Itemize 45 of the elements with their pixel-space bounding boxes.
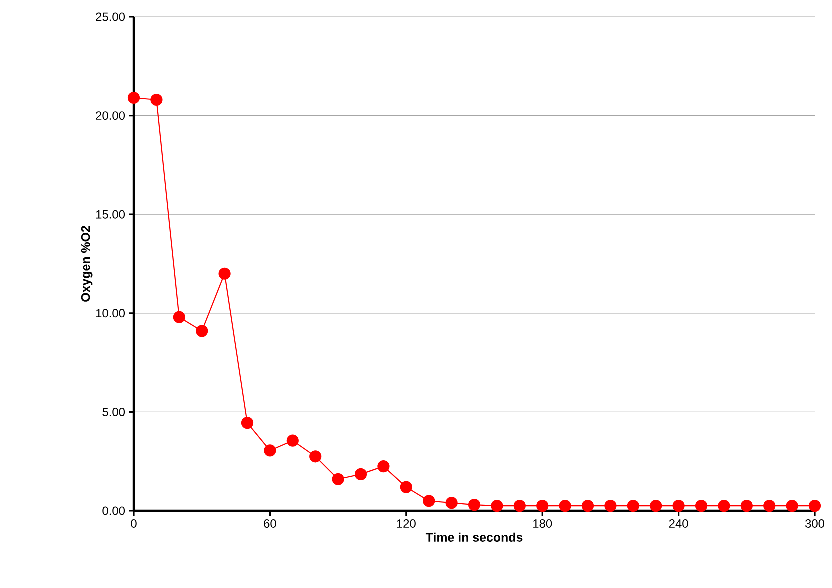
point	[582, 500, 594, 512]
point	[604, 500, 617, 512]
point	[400, 481, 412, 494]
point	[378, 460, 390, 473]
point	[241, 417, 254, 430]
point	[695, 500, 708, 512]
point	[354, 468, 368, 480]
point	[514, 500, 526, 512]
y-tick-label: 0.00	[102, 506, 126, 516]
x-tick-label: 240	[669, 520, 688, 528]
point	[672, 500, 685, 512]
point	[650, 500, 662, 512]
y-tick-label: 5.00	[102, 408, 126, 416]
x-axis-title: Time in seconds	[426, 532, 523, 542]
point	[310, 450, 322, 463]
y-tick-label: 15.00	[96, 210, 126, 219]
y-axis-title: Oxygen %O2	[81, 226, 93, 302]
point	[786, 500, 798, 512]
point	[423, 495, 436, 508]
point	[264, 444, 276, 457]
point	[764, 500, 776, 512]
x-tick-label: 60	[264, 520, 276, 528]
x-tick-label: 120	[397, 520, 416, 528]
point	[286, 434, 299, 447]
point	[218, 268, 231, 280]
point	[536, 500, 549, 512]
point	[196, 325, 208, 338]
point	[559, 500, 572, 512]
point	[128, 92, 140, 104]
y-tick-label: 25.00	[96, 12, 126, 22]
point	[332, 473, 344, 486]
point	[627, 500, 640, 512]
x-tick-label: 0	[131, 520, 137, 528]
y-tick-label: 10.00	[96, 309, 126, 318]
point	[491, 500, 504, 512]
y-tick-label: 20.00	[96, 112, 126, 120]
x-tick-label: 180	[534, 520, 552, 528]
point	[808, 500, 822, 512]
point	[446, 497, 458, 510]
x-tick-label: 300	[805, 520, 825, 528]
point	[150, 94, 163, 106]
point	[718, 500, 730, 512]
point	[468, 499, 481, 512]
point	[740, 500, 753, 512]
point	[173, 311, 186, 324]
